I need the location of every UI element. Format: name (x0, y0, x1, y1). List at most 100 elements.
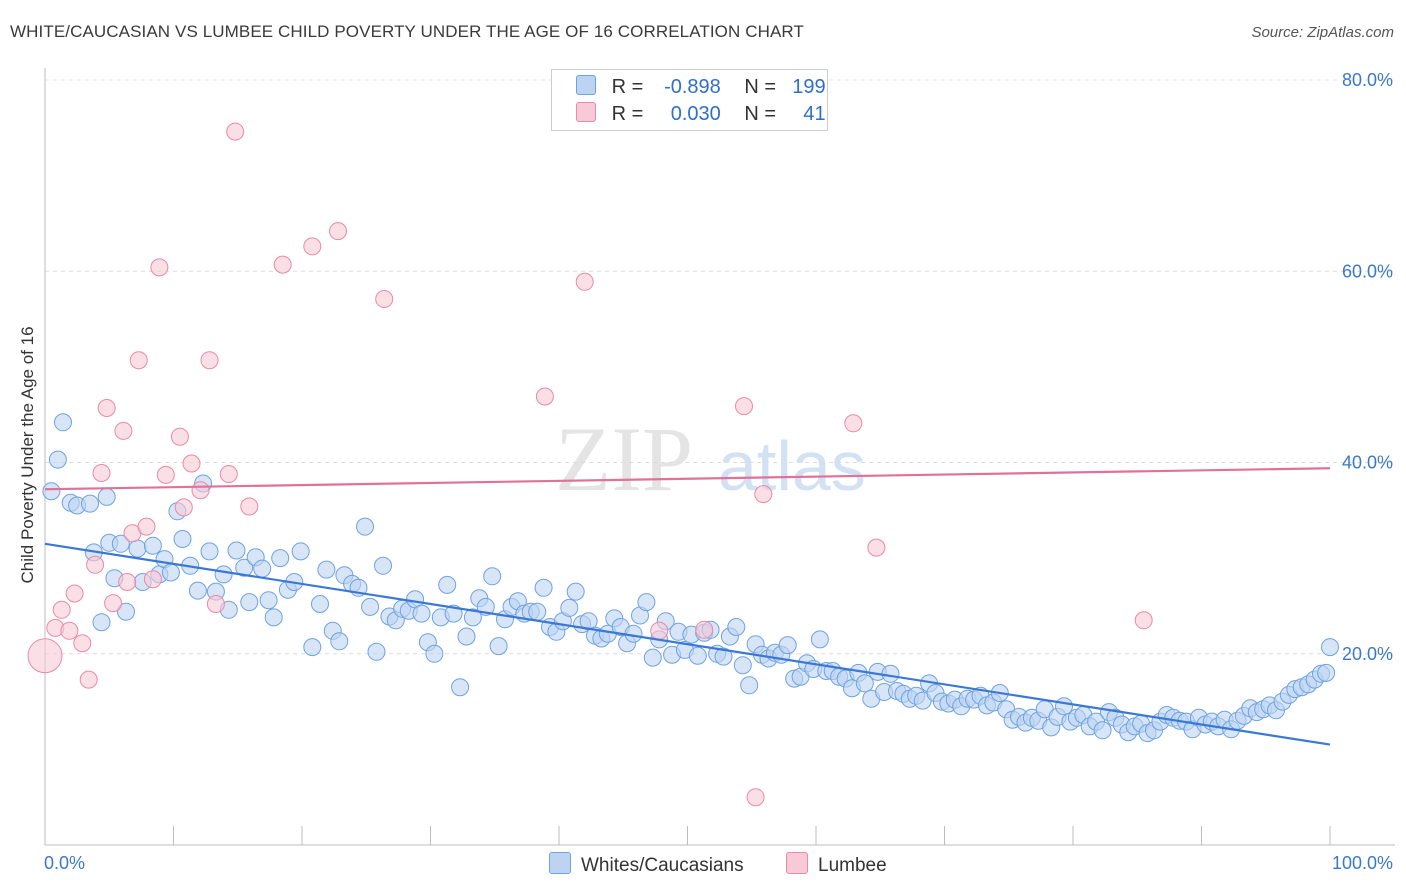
legend-swatch-whites (576, 75, 596, 95)
point-lumbee (73, 634, 92, 653)
point-whites (624, 624, 643, 643)
point-whites (534, 578, 553, 597)
point-lumbee (174, 498, 193, 517)
legend-n-value: 41 (803, 103, 826, 125)
axes (44, 68, 1395, 846)
point-whites (317, 560, 336, 579)
point-whites (330, 632, 349, 651)
point-whites (173, 530, 192, 548)
point-lumbee (182, 454, 201, 473)
point-lumbee (650, 621, 669, 640)
legend-r-label: R = (611, 76, 644, 98)
point-lumbee (60, 621, 79, 640)
point-lumbee (129, 351, 148, 370)
point-whites (463, 608, 482, 627)
point-lumbee (273, 255, 292, 274)
point-whites (356, 517, 374, 536)
point-whites (374, 556, 392, 575)
point-whites (259, 591, 278, 610)
point-whites (438, 575, 457, 594)
point-lumbee (86, 555, 105, 574)
points (27, 122, 1339, 807)
trend-lines (44, 467, 1331, 746)
point-lumbee (867, 538, 886, 557)
point-whites (714, 647, 733, 666)
point-lumbee (97, 399, 116, 417)
point-whites (92, 613, 111, 632)
point-whites (143, 536, 162, 555)
point-lumbee (170, 427, 189, 446)
point-lumbee (92, 464, 111, 482)
point-lumbee (695, 620, 714, 639)
point-whites (1321, 638, 1339, 657)
point-lumbee (27, 638, 63, 674)
point-whites (111, 534, 130, 553)
tick-labels: 20.0% 40.0% 60.0% 80.0% 0.0% 100.0% (44, 70, 1393, 873)
legend-n-value: 199 (792, 76, 826, 98)
point-lumbee (226, 122, 245, 141)
chart-title: WHITE/CAUCASIAN VS LUMBEE CHILD POVERTY … (10, 22, 804, 41)
point-whites (128, 539, 147, 558)
point-lumbee (52, 600, 71, 619)
point-whites (271, 549, 290, 568)
point-whites (240, 593, 259, 612)
point-whites (560, 598, 579, 617)
point-lumbee (206, 595, 225, 613)
point-whites (54, 413, 72, 432)
point-lumbee (375, 290, 394, 308)
bottom-legend-lumbee: Lumbee (786, 852, 887, 876)
point-lumbee (575, 272, 594, 291)
point-lumbee (735, 397, 753, 416)
point-whites (778, 636, 797, 655)
y-tick-label: 40.0% (1342, 453, 1393, 473)
correlation-legend: R = -0.898 N = 199 R = 0.030 N = 41 (551, 69, 828, 131)
point-lumbee (191, 481, 210, 500)
legend-row-whites: R = -0.898 N = 199 (576, 75, 826, 99)
x-tick-label: 0.0% (44, 853, 85, 873)
point-lumbee (156, 465, 175, 484)
point-lumbee (150, 258, 169, 277)
point-whites (214, 565, 233, 584)
point-whites (727, 618, 746, 636)
point-whites (637, 593, 656, 612)
bottom-legend-swatch-whites (549, 852, 571, 874)
point-lumbee (137, 517, 156, 536)
point-lumbee (303, 237, 322, 256)
legend-r-label: R = (611, 103, 644, 125)
point-whites (200, 542, 219, 561)
bottom-legend-label-lumbee: Lumbee (818, 855, 887, 876)
point-lumbee (200, 351, 219, 370)
point-whites (489, 637, 508, 656)
point-whites (42, 482, 61, 501)
point-whites (425, 644, 444, 663)
point-lumbee (240, 497, 259, 516)
point-lumbee (535, 387, 554, 406)
watermark: ZIP atlas (555, 408, 866, 510)
x-tick-label: 100.0% (1332, 853, 1393, 873)
point-whites (303, 638, 322, 657)
point-whites (227, 541, 246, 560)
point-whites (161, 563, 180, 582)
trend-line-whites (44, 542, 1331, 746)
point-lumbee (844, 414, 863, 433)
point-lumbee (1134, 611, 1153, 630)
watermark-zip: ZIP (555, 408, 693, 510)
point-whites (48, 450, 67, 469)
point-lumbee (746, 788, 765, 807)
point-whites (810, 630, 829, 649)
point-whites (361, 597, 380, 616)
point-lumbee (219, 465, 238, 483)
point-lumbee (114, 421, 133, 440)
y-tick-label: 60.0% (1342, 261, 1393, 281)
point-whites (1317, 663, 1336, 682)
point-whites (412, 604, 431, 623)
point-whites (566, 582, 585, 601)
legend-swatch-lumbee (576, 102, 596, 122)
point-whites (311, 595, 329, 613)
point-whites (457, 627, 476, 646)
point-whites (264, 608, 283, 627)
legend-r-value: 0.030 (670, 103, 721, 125)
point-whites (367, 642, 386, 661)
watermark-atlas: atlas (718, 427, 866, 505)
